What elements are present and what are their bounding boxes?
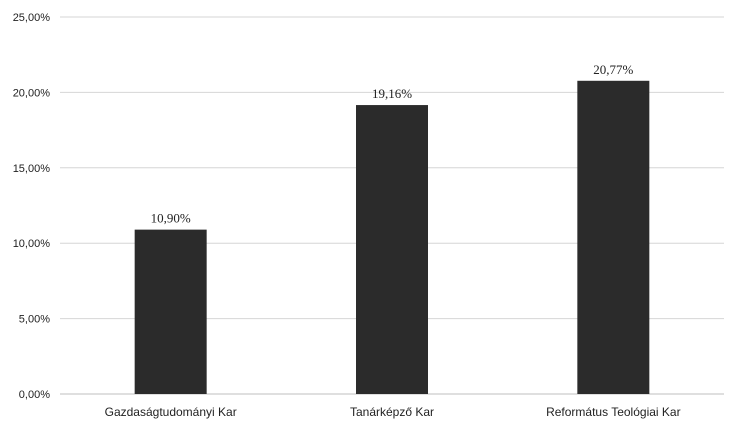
y-tick-label: 10,00%: [13, 238, 51, 250]
y-tick-label: 0,00%: [19, 389, 50, 401]
data-label: 20,77%: [593, 62, 633, 77]
y-tick-label: 20,00%: [13, 87, 51, 99]
y-tick-label: 15,00%: [13, 163, 51, 175]
bars: [134, 80, 650, 395]
y-tick-label: 5,00%: [19, 314, 50, 326]
data-labels: 10,90% 19,16% 20,77%: [151, 62, 634, 226]
bar: [577, 80, 650, 395]
category-labels: Gazdaságtudományi Kar Tanárképző Kar Refor…: [105, 405, 681, 419]
data-label: 10,90%: [151, 211, 191, 226]
y-axis-ticks: 0,00% 5,00% 10,00% 15,00% 20,00% 25,00%: [13, 12, 51, 401]
y-tick-label: 25,00%: [13, 12, 51, 24]
bar: [356, 105, 428, 394]
category-label: Református Teológiai Kar: [546, 405, 681, 419]
data-label: 19,16%: [372, 86, 412, 101]
category-label: Gazdaságtudományi Kar: [105, 405, 237, 419]
category-label: Tanárképző Kar: [350, 405, 434, 419]
bar: [134, 229, 207, 394]
